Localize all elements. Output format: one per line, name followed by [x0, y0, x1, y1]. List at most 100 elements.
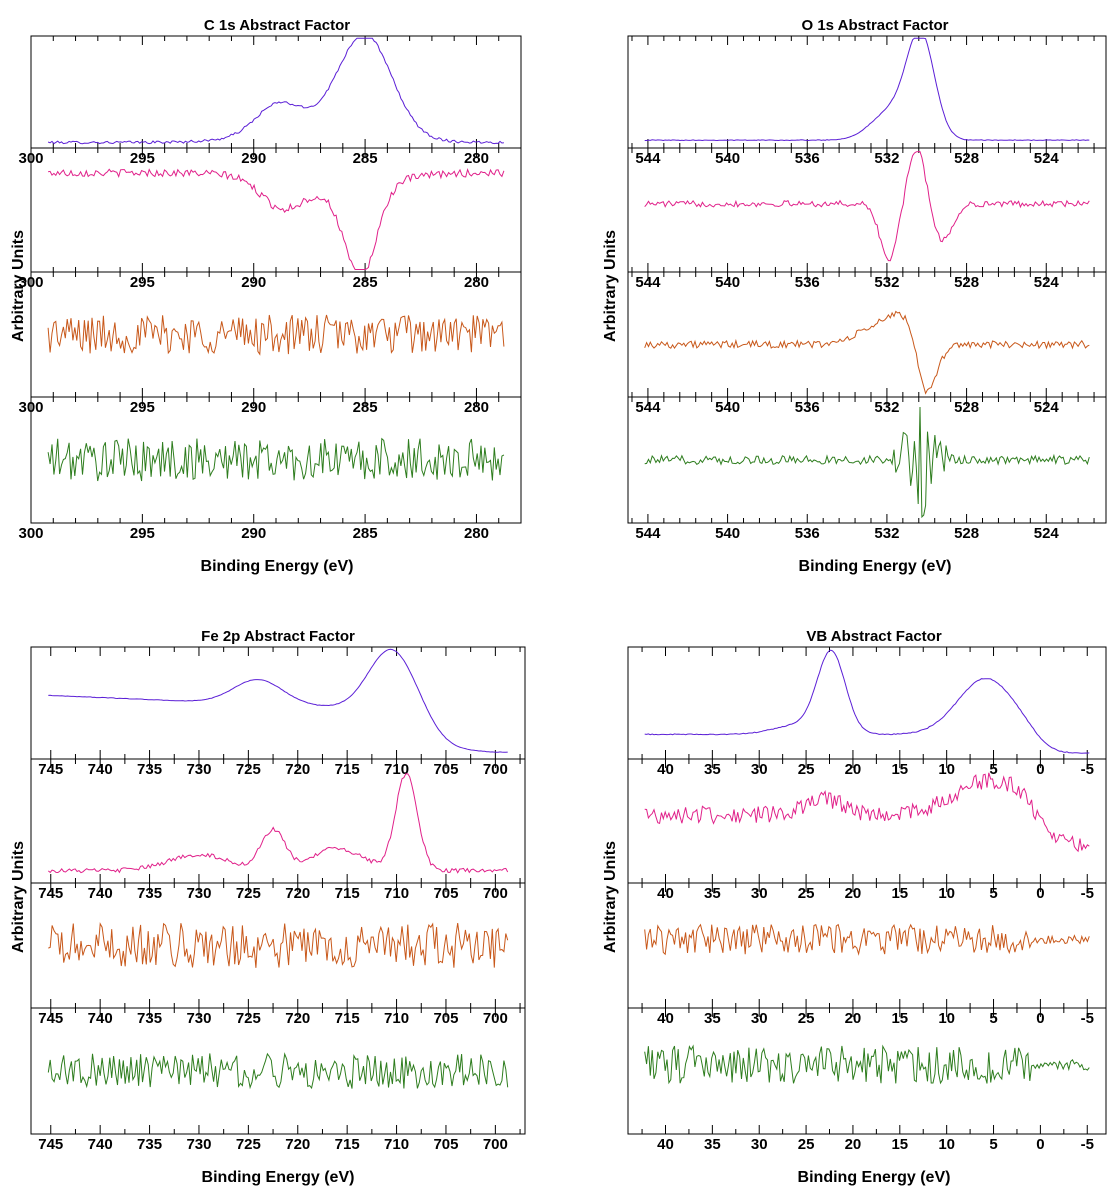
x-tick-label-fe2p-4-3: 730: [186, 1136, 211, 1153]
x-tick-label-vb-3-6: 10: [938, 1010, 955, 1027]
x-tick-label-fe2p-1-3: 730: [186, 761, 211, 778]
x-tick-label-fe2p-3-4: 725: [236, 1010, 261, 1027]
x-tick-label-fe2p-4-6: 715: [335, 1136, 360, 1153]
x-tick-label-fe2p-1-5: 720: [285, 761, 310, 778]
tick-marks-c1s-3: [30, 272, 522, 397]
tick-marks-vb-1: [641, 647, 1088, 759]
y-axis-label-o1s: Arbitrary Units: [602, 230, 619, 342]
plot-frame-vb-1: [627, 646, 1107, 760]
x-axis-label-vb: Binding Energy (eV): [798, 1169, 951, 1186]
chart-fe2p: Fe 2p Abstract Factor Arbitrary Units Bi…: [10, 628, 526, 1186]
x-tick-label-c1s-3-1: 295: [130, 399, 155, 416]
tick-marks-o1s-2: [631, 148, 1095, 272]
x-tick-label-fe2p-4-0: 745: [38, 1136, 63, 1153]
x-tick-label-o1s-4-1: 540: [715, 525, 740, 542]
series-line-c1s-4: [47, 437, 505, 482]
x-tick-label-c1s-4-3: 285: [353, 525, 378, 542]
x-tick-label-fe2p-4-4: 725: [236, 1136, 261, 1153]
x-tick-label-o1s-4-2: 536: [795, 525, 820, 542]
tick-marks-o1s-4: [631, 397, 1095, 523]
x-tick-label-fe2p-2-2: 735: [137, 885, 162, 902]
series-line-fe2p-3: [48, 922, 509, 968]
tick-marks-c1s-2: [30, 148, 522, 272]
chart-c1s: C 1s Abstract Factor Arbitrary Units Bin…: [10, 17, 522, 575]
x-tick-label-vb-1-4: 20: [845, 761, 862, 778]
x-tick-label-o1s-3-0: 544: [635, 399, 661, 416]
x-tick-label-o1s-1-0: 544: [635, 150, 661, 167]
x-tick-label-o1s-1-3: 532: [874, 150, 899, 167]
x-axis-label-c1s: Binding Energy (eV): [201, 558, 354, 575]
x-tick-label-vb-1-8: 0: [1036, 761, 1044, 778]
x-tick-label-vb-1-1: 35: [704, 761, 721, 778]
x-tick-label-fe2p-3-9: 700: [483, 1010, 508, 1027]
x-tick-label-vb-3-2: 30: [751, 1010, 768, 1027]
plot-frame-c1s-2: [30, 147, 522, 273]
x-tick-label-fe2p-2-1: 740: [88, 885, 113, 902]
x-tick-label-vb-1-3: 25: [798, 761, 815, 778]
x-tick-label-vb-2-7: 5: [989, 885, 997, 902]
x-tick-label-vb-2-9: -5: [1081, 885, 1094, 902]
x-tick-label-fe2p-2-5: 720: [285, 885, 310, 902]
tick-marks-vb-2: [641, 759, 1088, 883]
series-line-vb-4: [644, 1044, 1090, 1085]
plot-frame-c1s-4: [30, 396, 522, 524]
x-tick-label-vb-1-6: 10: [938, 761, 955, 778]
tick-marks-fe2p-4: [50, 1008, 521, 1134]
x-tick-label-fe2p-2-8: 705: [433, 885, 458, 902]
x-tick-label-vb-1-7: 5: [989, 761, 997, 778]
plot-frame-c1s-1: [30, 35, 522, 149]
x-tick-label-vb-2-6: 10: [938, 885, 955, 902]
x-tick-label-o1s-2-0: 544: [635, 274, 661, 291]
series-line-fe2p-1: [48, 648, 508, 753]
y-axis-label-vb: Arbitrary Units: [602, 841, 619, 953]
tick-marks-fe2p-1: [50, 647, 521, 759]
x-tick-label-fe2p-1-0: 745: [38, 761, 63, 778]
x-tick-label-vb-2-8: 0: [1036, 885, 1044, 902]
x-tick-label-fe2p-3-0: 745: [38, 1010, 63, 1027]
chart-title-o1s: O 1s Abstract Factor: [802, 17, 949, 34]
x-tick-label-fe2p-1-7: 710: [384, 761, 409, 778]
x-tick-label-fe2p-4-1: 740: [88, 1136, 113, 1153]
x-tick-label-vb-3-9: -5: [1081, 1010, 1094, 1027]
tick-marks-o1s-3: [631, 272, 1095, 397]
series-line-vb-2: [644, 772, 1090, 853]
x-tick-label-vb-4-5: 15: [891, 1136, 908, 1153]
x-tick-label-c1s-2-4: 280: [464, 274, 489, 291]
series-line-c1s-3: [47, 314, 505, 356]
series-line-o1s-3: [644, 310, 1090, 395]
x-tick-label-vb-3-4: 20: [845, 1010, 862, 1027]
x-tick-label-fe2p-4-2: 735: [137, 1136, 162, 1153]
x-tick-label-fe2p-4-8: 705: [433, 1136, 458, 1153]
chart-title-c1s: C 1s Abstract Factor: [204, 17, 350, 34]
x-tick-label-c1s-2-2: 290: [241, 274, 266, 291]
x-axis-label-fe2p: Binding Energy (eV): [202, 1169, 355, 1186]
x-tick-label-o1s-3-3: 532: [874, 399, 899, 416]
x-tick-label-vb-2-4: 20: [845, 885, 862, 902]
x-tick-label-o1s-2-2: 536: [795, 274, 820, 291]
x-tick-label-fe2p-1-4: 725: [236, 761, 261, 778]
x-tick-label-vb-3-5: 15: [891, 1010, 908, 1027]
plot-frame-o1s-1: [627, 35, 1107, 149]
x-tick-label-o1s-1-4: 528: [954, 150, 979, 167]
x-tick-label-o1s-4-3: 532: [874, 525, 899, 542]
x-tick-label-o1s-2-4: 528: [954, 274, 979, 291]
x-tick-label-vb-3-7: 5: [989, 1010, 997, 1027]
x-tick-label-o1s-2-3: 532: [874, 274, 899, 291]
x-tick-label-vb-4-9: -5: [1081, 1136, 1094, 1153]
tick-marks-fe2p-3: [50, 883, 521, 1008]
tick-marks-fe2p-2: [50, 759, 521, 883]
tick-marks-o1s-1: [631, 36, 1095, 148]
x-tick-label-fe2p-3-8: 705: [433, 1010, 458, 1027]
series-line-o1s-4: [644, 406, 1090, 519]
x-tick-label-fe2p-3-3: 730: [186, 1010, 211, 1027]
x-tick-label-fe2p-3-7: 710: [384, 1010, 409, 1027]
x-tick-label-vb-2-2: 30: [751, 885, 768, 902]
x-tick-label-vb-2-0: 40: [657, 885, 674, 902]
x-tick-label-o1s-2-5: 524: [1034, 274, 1060, 291]
x-tick-label-fe2p-2-3: 730: [186, 885, 211, 902]
x-tick-label-vb-4-6: 10: [938, 1136, 955, 1153]
y-axis-label-c1s: Arbitrary Units: [10, 230, 27, 342]
x-tick-label-o1s-2-1: 540: [715, 274, 740, 291]
x-tick-label-c1s-4-4: 280: [464, 525, 489, 542]
